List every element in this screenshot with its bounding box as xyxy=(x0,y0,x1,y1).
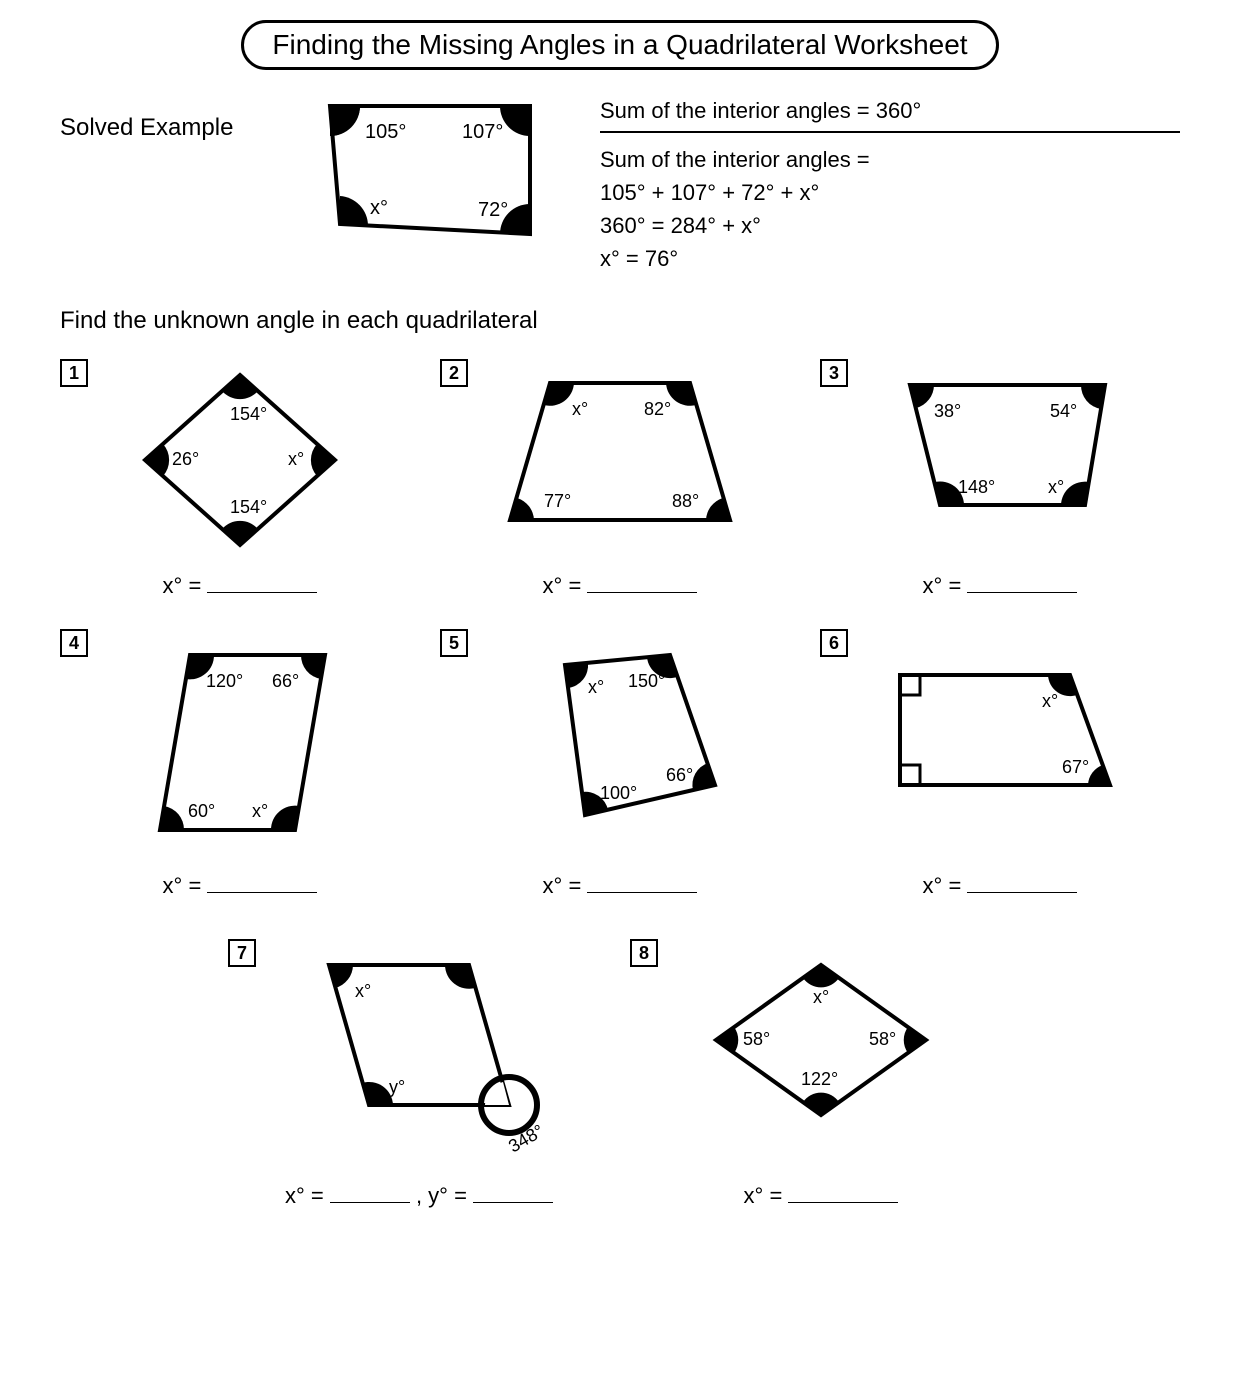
problem-8-answer: x° = xyxy=(630,1183,1012,1209)
problem-2: 2 x° 82° 77° 88° x° = xyxy=(440,359,800,599)
svg-text:x°: x° xyxy=(288,449,304,469)
svg-text:x°: x° xyxy=(252,801,268,821)
solved-example-figure: 105° 107° 72° x° xyxy=(310,94,570,269)
svg-text:77°: 77° xyxy=(544,491,571,511)
answer-blank[interactable] xyxy=(207,873,317,893)
problem-8-figure: x° 58° 58° 122° xyxy=(630,945,1012,1175)
svg-text:x°: x° xyxy=(1048,477,1064,497)
svg-text:58°: 58° xyxy=(869,1029,896,1049)
svg-text:66°: 66° xyxy=(272,671,299,691)
svg-text:100°: 100° xyxy=(600,783,637,803)
answer-blank[interactable] xyxy=(967,873,1077,893)
example-angle-tl: 105° xyxy=(365,121,406,143)
svg-text:66°: 66° xyxy=(666,765,693,785)
example-line3: 360° = 284° + x° xyxy=(600,209,1180,242)
svg-text:x°: x° xyxy=(355,981,371,1001)
problem-2-figure: x° 82° 77° 88° xyxy=(440,365,800,565)
angle-sum-rule: Sum of the interior angles = 360° xyxy=(600,94,1180,133)
problem-6-answer: x° = xyxy=(820,873,1180,899)
solved-example-math: Sum of the interior angles = 360° Sum of… xyxy=(600,94,1180,275)
svg-text:38°: 38° xyxy=(934,401,961,421)
svg-text:88°: 88° xyxy=(672,491,699,511)
problem-row-3: 7 x° y° 348° x° = , y° = xyxy=(228,939,1012,1209)
example-angle-br: 72° xyxy=(478,199,508,221)
problem-1-answer: x° = xyxy=(60,573,420,599)
svg-text:x°: x° xyxy=(588,677,604,697)
problem-row-2: 4 120° 66° 60° x° x° = 5 xyxy=(60,629,1180,899)
svg-text:58°: 58° xyxy=(743,1029,770,1049)
example-line2: 105° + 107° + 72° + x° xyxy=(600,176,1180,209)
svg-text:120°: 120° xyxy=(206,671,243,691)
svg-text:122°: 122° xyxy=(801,1069,838,1089)
problem-5: 5 x° 150° 100° 66° x° = xyxy=(440,629,800,899)
problem-1-figure: 154° 26° x° 154° xyxy=(60,365,420,565)
answer-blank[interactable] xyxy=(587,873,697,893)
svg-text:148°: 148° xyxy=(958,477,995,497)
solved-example-label: Solved Example xyxy=(60,94,280,142)
problem-6: 6 x° 67° x° = xyxy=(820,629,1180,899)
svg-text:67°: 67° xyxy=(1062,757,1089,777)
problem-4-answer: x° = xyxy=(60,873,420,899)
problem-7-figure: x° y° 348° xyxy=(228,945,610,1175)
example-angle-tr: 107° xyxy=(462,121,503,143)
problem-3-figure: 38° 54° 148° x° xyxy=(820,365,1180,565)
example-line4: x° = 76° xyxy=(600,242,1180,275)
problem-7: 7 x° y° 348° x° = , y° = xyxy=(228,939,610,1209)
problem-3: 3 38° 54° 148° x° x° = xyxy=(820,359,1180,599)
problem-4: 4 120° 66° 60° x° x° = xyxy=(60,629,420,899)
svg-text:x°: x° xyxy=(813,987,829,1007)
answer-blank-x[interactable] xyxy=(330,1183,410,1203)
svg-text:x°: x° xyxy=(1042,691,1058,711)
worksheet-title: Finding the Missing Angles in a Quadrila… xyxy=(241,20,998,70)
problem-5-figure: x° 150° 100° 66° xyxy=(440,635,800,865)
problem-7-answer: x° = , y° = xyxy=(228,1183,610,1209)
problem-8: 8 x° 58° 58° 122° x° = xyxy=(630,939,1012,1209)
solved-example-row: Solved Example 105° 107° 72° x° Sum of t… xyxy=(60,94,1180,275)
problem-1: 1 154° 26° x° 154° x° = xyxy=(60,359,420,599)
problem-4-figure: 120° 66° 60° x° xyxy=(60,635,420,865)
problem-6-figure: x° 67° xyxy=(820,635,1180,865)
example-line1: Sum of the interior angles = xyxy=(600,143,1180,176)
svg-text:82°: 82° xyxy=(644,399,671,419)
problem-2-answer: x° = xyxy=(440,573,800,599)
svg-text:154°: 154° xyxy=(230,497,267,517)
answer-blank[interactable] xyxy=(207,573,317,593)
svg-text:60°: 60° xyxy=(188,801,215,821)
svg-text:348°: 348° xyxy=(505,1121,547,1157)
answer-blank[interactable] xyxy=(788,1183,898,1203)
example-angle-bl: x° xyxy=(370,197,388,219)
svg-text:26°: 26° xyxy=(172,449,199,469)
title-row: Finding the Missing Angles in a Quadrila… xyxy=(60,20,1180,70)
answer-blank[interactable] xyxy=(967,573,1077,593)
worksheet-page: Finding the Missing Angles in a Quadrila… xyxy=(0,0,1240,1229)
problem-5-answer: x° = xyxy=(440,873,800,899)
instruction-text: Find the unknown angle in each quadrilat… xyxy=(60,307,1180,335)
svg-text:150°: 150° xyxy=(628,671,665,691)
answer-blank[interactable] xyxy=(587,573,697,593)
svg-text:y°: y° xyxy=(389,1077,405,1097)
svg-text:x°: x° xyxy=(572,399,588,419)
problem-3-answer: x° = xyxy=(820,573,1180,599)
svg-text:54°: 54° xyxy=(1050,401,1077,421)
answer-blank-y[interactable] xyxy=(473,1183,553,1203)
problem-row-1: 1 154° 26° x° 154° x° = xyxy=(60,359,1180,599)
example-quadrilateral-svg: 105° 107° 72° x° xyxy=(310,94,550,264)
svg-text:154°: 154° xyxy=(230,404,267,424)
